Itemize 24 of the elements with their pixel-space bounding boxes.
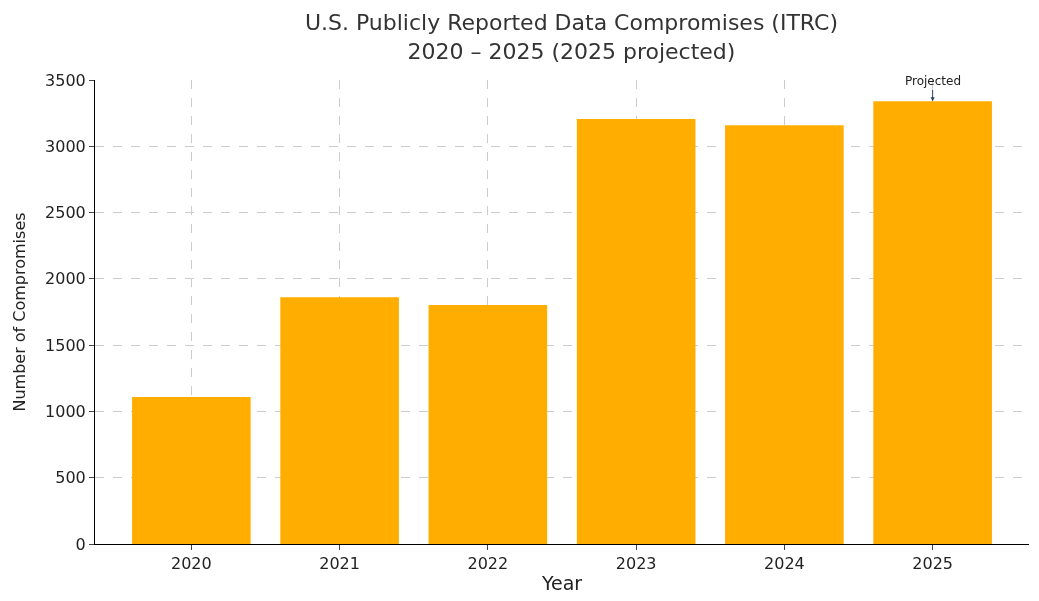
y-tick-label: 1500 xyxy=(45,335,86,355)
x-tick-label: 2024 xyxy=(764,554,805,574)
x-tick-label: 2025 xyxy=(912,554,953,574)
bar xyxy=(132,397,251,544)
y-tick-label: 0 xyxy=(75,534,86,554)
x-tick-label: 2023 xyxy=(615,554,657,574)
bar xyxy=(428,305,548,544)
y-tick-label: 3500 xyxy=(45,70,86,90)
bar xyxy=(576,119,696,544)
y-tick-label: 3000 xyxy=(45,136,86,156)
bar xyxy=(280,297,399,544)
x-axis-title: Year xyxy=(540,572,583,594)
x-tick-label: 2022 xyxy=(467,554,509,574)
x-tick-label: 2020 xyxy=(171,554,212,574)
y-tick-label: 2500 xyxy=(45,203,86,223)
chart-title: U.S. Publicly Reported Data Compromises (ITRC) 2020 – 2025 (2025 projected) xyxy=(304,10,838,64)
annotation: Projected xyxy=(905,74,962,88)
y-axis-title: Number of Compromises xyxy=(9,212,29,412)
bar xyxy=(725,125,844,544)
y-tick-label: 500 xyxy=(55,468,86,488)
x-tick-label: 2021 xyxy=(319,554,360,574)
y-tick-label: 1000 xyxy=(45,402,86,422)
y-tick-label: 2000 xyxy=(45,269,86,289)
bar xyxy=(873,101,992,544)
